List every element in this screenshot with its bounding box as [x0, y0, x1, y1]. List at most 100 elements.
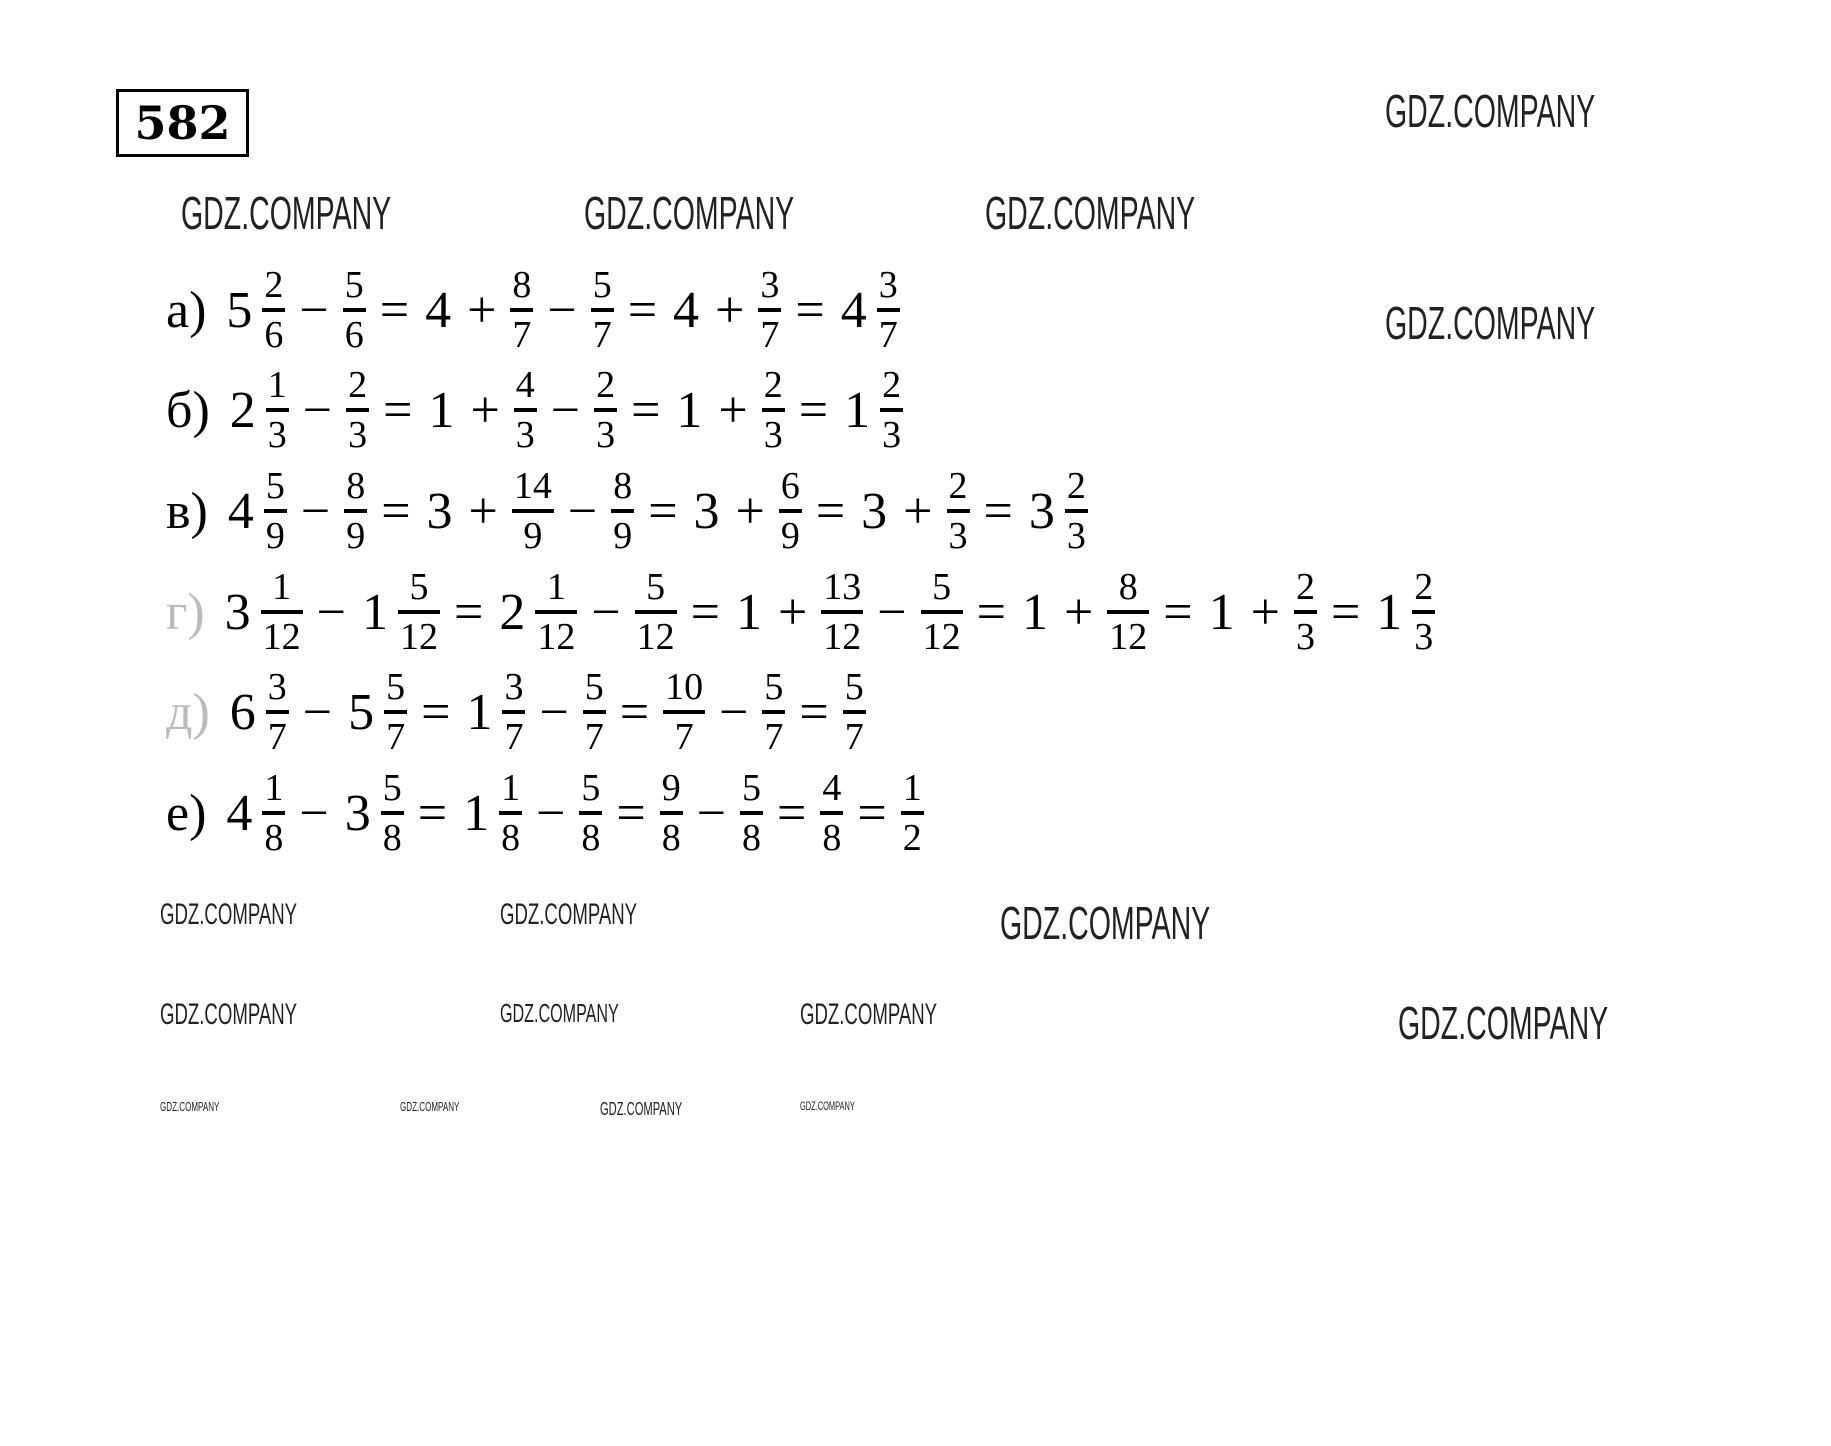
watermark: GDZ.COMPANY — [1000, 897, 1211, 949]
fraction-bar — [582, 710, 606, 714]
fraction-bar — [262, 811, 286, 815]
numerator: 2 — [348, 364, 368, 406]
fraction-bar — [778, 509, 802, 513]
denominator: 3 — [515, 414, 535, 456]
fraction-bar — [384, 710, 408, 714]
equation-line: г) 3 1 12−1 5 12 = 2 1 12−5 12 = 1 +13 12−5 12 = 1 +8 12 = 1 +… — [166, 564, 1439, 660]
whole-number: 4 — [226, 784, 253, 842]
fraction: 5 12 — [397, 568, 440, 656]
fraction-bar — [1107, 610, 1150, 614]
operator: = — [616, 784, 646, 842]
operator: − — [302, 683, 333, 741]
numerator: 1 — [902, 767, 922, 809]
numerator: 1 — [501, 767, 521, 809]
denominator: 8 — [382, 817, 402, 859]
watermark: GDZ.COMPANY — [1385, 297, 1596, 349]
watermark: GDZ.COMPANY — [500, 898, 638, 931]
fraction: 1 12 — [535, 568, 578, 656]
operator: = — [381, 482, 411, 540]
denominator: 12 — [823, 616, 862, 658]
item-label: б) — [166, 381, 210, 439]
fraction-bar — [1064, 509, 1088, 513]
operator: − — [536, 784, 566, 842]
denominator: 7 — [844, 716, 864, 758]
denominator: 7 — [760, 314, 780, 356]
operator: − — [299, 281, 329, 339]
denominator: 7 — [267, 716, 287, 758]
numerator: 1 — [267, 364, 287, 406]
operator: = — [453, 583, 484, 641]
numerator: 14 — [513, 465, 552, 507]
fraction: 8 12 — [1107, 568, 1150, 656]
fraction: 1 12 — [260, 568, 303, 658]
fraction-bar — [535, 610, 578, 614]
numerator: 5 — [581, 767, 601, 809]
numerator: 2 — [1414, 566, 1434, 608]
item-label: е) — [166, 784, 207, 842]
fraction-bar — [920, 610, 963, 614]
denominator: 12 — [262, 616, 301, 658]
operator: = — [815, 482, 846, 540]
operator: + — [1063, 583, 1094, 641]
denominator: 3 — [267, 414, 287, 456]
operator: + — [715, 281, 745, 339]
numerator: 5 — [646, 566, 666, 608]
numerator: 2 — [264, 264, 284, 306]
fraction: 5 12 — [920, 568, 963, 656]
numerator: 5 — [265, 465, 285, 507]
numerator: 3 — [878, 264, 898, 306]
numerator: 1 — [264, 767, 284, 809]
watermark: GDZ.COMPANY — [1398, 997, 1609, 1049]
denominator: 12 — [636, 616, 675, 658]
operator: − — [539, 683, 569, 741]
denominator: 3 — [348, 414, 368, 456]
numerator: 2 — [1295, 566, 1315, 608]
operator: − — [300, 482, 331, 540]
operator: − — [299, 784, 329, 842]
fraction-bar — [820, 811, 844, 815]
denominator: 8 — [581, 817, 601, 859]
fraction-bar — [876, 308, 900, 312]
denominator: 9 — [523, 515, 543, 557]
whole-number: 3 — [861, 482, 888, 540]
fraction: 14 9 — [511, 465, 554, 557]
numerator: 5 — [344, 264, 364, 306]
fraction-bar — [900, 811, 924, 815]
item-label: в) — [166, 482, 208, 540]
numerator: 5 — [592, 264, 612, 306]
operator: − — [696, 784, 727, 842]
fraction: 5 12 — [634, 566, 677, 658]
watermark: GDZ.COMPANY — [584, 187, 795, 239]
whole-number: 1 — [463, 784, 490, 842]
numerator: 2 — [882, 364, 902, 406]
numerator: 6 — [780, 465, 800, 507]
whole-number: 2 — [499, 583, 526, 641]
denominator: 9 — [780, 515, 800, 557]
operator: = — [417, 784, 448, 842]
fraction-bar — [659, 811, 683, 815]
fraction-bar — [263, 509, 287, 513]
watermark: GDZ.COMPANY — [800, 998, 938, 1031]
operator: = — [777, 784, 807, 842]
item-label: а) — [166, 281, 207, 339]
fraction-bar — [594, 408, 618, 412]
whole-number: 3 — [693, 482, 720, 540]
denominator: 3 — [948, 515, 968, 557]
fraction-bar — [579, 811, 603, 815]
operator: − — [550, 381, 581, 439]
numerator: 5 — [764, 666, 784, 708]
denominator: 6 — [264, 314, 284, 356]
operator: = — [983, 482, 1013, 540]
fraction-bar — [342, 308, 366, 312]
watermark: GDZ.COMPANY — [160, 1099, 220, 1114]
numerator: 8 — [613, 465, 633, 507]
